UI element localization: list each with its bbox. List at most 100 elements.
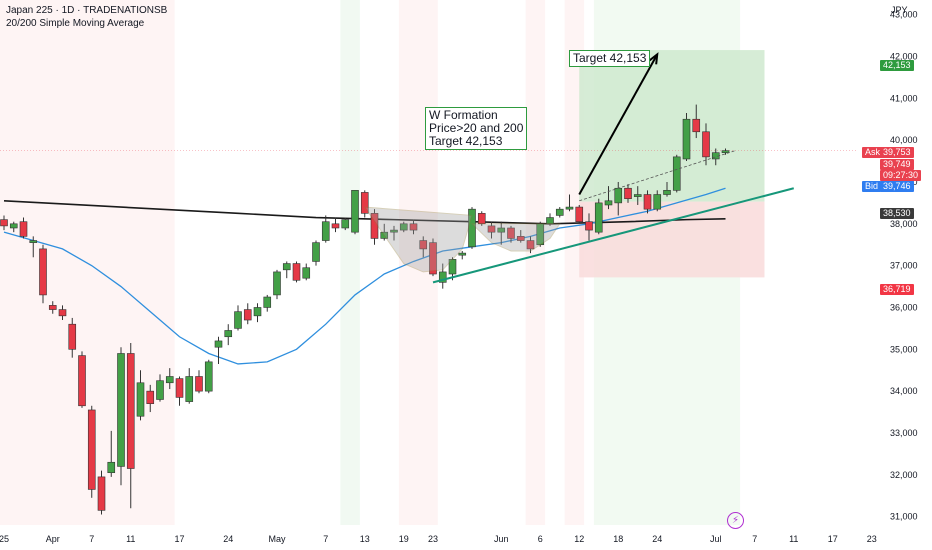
candle-body [224,330,233,338]
note-line: Target 42,153 [429,134,503,148]
candle-body [477,213,486,225]
target-price-tag: 42,153 [880,60,914,71]
support-trendline [432,187,795,284]
candle-body [721,150,730,153]
candle-body [58,309,67,317]
candle-body [438,271,447,283]
candle-body [380,231,389,239]
last-price-tag: 39,749 [880,159,914,170]
candle-body [0,219,8,227]
x-tick-label: 24 [223,534,233,544]
target-arrow-head [648,52,659,65]
candle-body [409,223,418,231]
w-formation-note[interactable]: W Formation Price>20 and 200 Target 42,1… [425,107,528,150]
y-tick-label: 43,000 [890,10,918,20]
session-band [525,0,546,525]
x-tick-label: 24 [652,534,662,544]
ask-label-tag: Ask [862,147,884,158]
stop-zone [579,201,765,278]
note-line: W Formation [429,108,498,122]
candle-body [175,378,184,398]
candle-body [682,118,691,160]
y-tick-label: 36,000 [890,302,918,312]
y-tick-label: 42,000 [890,51,918,61]
x-tick-label: Jul [710,534,722,544]
session-band [340,0,360,525]
candle-body [253,307,262,317]
symbol-title[interactable]: Japan 225 · 1D · TRADENATIONSB [6,5,168,16]
countdown-tag: 09:27:30 [880,170,922,181]
candle-body [555,208,564,216]
y-tick-label: 34,000 [890,386,918,396]
x-tick-label: 17 [174,534,184,544]
candle-body [536,223,545,246]
candle-body [331,223,340,229]
candle-body [341,219,350,229]
x-tick-label: May [268,534,286,544]
candle-body [204,361,213,392]
candle-body [614,187,623,204]
candle-body [126,353,135,469]
candle-body [390,229,398,233]
ask-price-tag: 39,753 [880,147,914,158]
candle-body [497,227,506,233]
candle-body [448,259,457,275]
candle-body [48,305,57,310]
candle-body [263,296,272,308]
x-tick-label: 19 [399,534,409,544]
chart-legend: Japan 225 · 1D · TRADENATIONSB 20/200 Si… [6,4,167,30]
candle-body [458,252,467,256]
x-tick-label: 11 [126,534,135,544]
candle-body [292,263,301,281]
candle-body [702,131,710,158]
x-tick-label: 23 [867,534,877,544]
w-formation-right-cup [470,223,561,252]
candle-body [575,206,584,223]
candle-body [624,187,632,200]
x-tick-label: 13 [360,534,370,544]
candle-body [351,190,359,233]
candle-body [585,221,593,231]
candle-body [9,223,18,229]
candle-body [419,240,428,250]
x-tick-label: 11 [789,534,798,544]
candle-body [633,194,642,197]
y-tick-label: 41,000 [890,93,918,103]
candle-body [97,476,106,511]
x-tick-label: 7 [89,534,94,544]
candle-body [487,225,496,233]
candle-body [107,461,116,474]
x-tick-label: 7 [323,534,328,544]
candle-body [78,355,86,407]
candle-body [653,194,662,210]
tradingview-logo-icon[interactable]: ⚡ [727,512,744,529]
indicator-title[interactable]: 20/200 Simple Moving Average [6,18,145,29]
y-tick-label: 37,000 [890,261,918,271]
candle-body [282,263,291,271]
candle-body [643,194,652,210]
target-zone [579,50,765,202]
candle-body [68,323,77,350]
candle-body [321,221,330,241]
candle-body [468,208,476,248]
x-tick-label: 23 [428,534,438,544]
note-line: Price>20 and 200 [429,121,524,135]
candle-body [672,156,681,191]
candle-body [87,409,96,490]
candle-body [594,202,603,233]
candle-body [429,242,437,275]
note-line: Target 42,153 [573,51,647,65]
y-tick-label: 35,000 [890,344,918,354]
y-tick-label: 32,000 [890,470,918,480]
candle-body [185,376,194,402]
y-tick-label: 40,000 [890,135,918,145]
candle-body [195,376,203,392]
candle-body [692,118,701,133]
candle-body [214,340,223,348]
bid-label-tag: Bid [862,181,882,192]
target-note[interactable]: Target 42,153 [569,50,651,67]
candle-body [29,240,38,243]
x-tick-label: 25 [0,534,9,544]
